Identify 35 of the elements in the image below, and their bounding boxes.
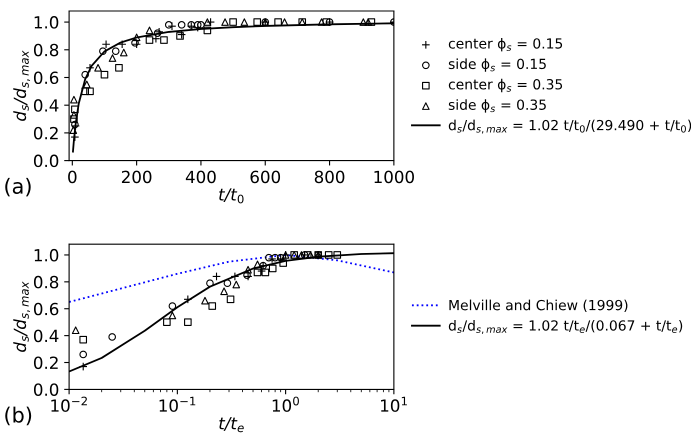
y-tick-label: 0.2: [34, 356, 58, 370]
x-tick-label: 10$^{1}$: [381, 396, 407, 412]
legend-label: center ϕ$_{s}$ = 0.15: [448, 38, 562, 52]
y-tick-label: 0.4: [34, 99, 58, 112]
legend-label: side ϕ$_{s}$ = 0.35: [448, 99, 546, 113]
y-tick-label: 0.2: [34, 126, 58, 140]
legend-label: Melville and Chiew (1999): [449, 300, 628, 312]
legend-label: side ϕ$_{s}$ = 0.15: [448, 58, 546, 72]
y-tick-label: 0.6: [34, 71, 58, 84]
y-tick-label: 1.0: [34, 16, 58, 29]
y-tick-label: 0.0: [34, 154, 58, 168]
x-tick-label: 600: [250, 170, 280, 184]
x-tick-label: 200: [122, 170, 152, 184]
x-tick-label: 10$^{−2}$: [51, 396, 87, 412]
text: d$_{s}$/d$_{s,max}$ = 1.02 t/t$_{e}$/(0.067 + t/t$_{e}$): [448, 320, 682, 334]
y-tick-label: 0.8: [34, 276, 58, 288]
x-tick-label: 800: [314, 170, 344, 184]
x-axis-title: t/t$_{e}$: [219, 417, 244, 432]
x-axis-title: t/t$_{0}$: [219, 188, 244, 204]
y-tick-label: 1.0: [34, 248, 58, 262]
y-tick-label: 0.8: [34, 44, 58, 56]
y-tick-label: 0.4: [34, 330, 58, 342]
x-tick-label: 10$^{0}$: [272, 396, 299, 412]
x-tick-label: 10$^{−1}$: [160, 396, 196, 412]
x-tick-label: 0: [68, 170, 77, 184]
y-tick-label: 0.6: [34, 302, 58, 316]
text: (a): [5, 178, 31, 196]
y-tick-label: 0.0: [34, 383, 58, 396]
legend-label: center ϕ$_{s}$ = 0.35: [448, 78, 562, 92]
y-axis-title: d$_{s}$/d$_{s,max}$: [13, 281, 30, 352]
y-axis-title: d$_{s}$/d$_{s,max}$: [13, 50, 30, 121]
x-tick-label: 1000: [374, 170, 414, 184]
text: (b): [5, 406, 32, 426]
text: d$_{s}$/d$_{s,max}$ = 1.02 t/t$_{0}$/(29.490 + t/t$_{0}$): [448, 120, 691, 134]
x-tick-label: 400: [186, 170, 216, 184]
